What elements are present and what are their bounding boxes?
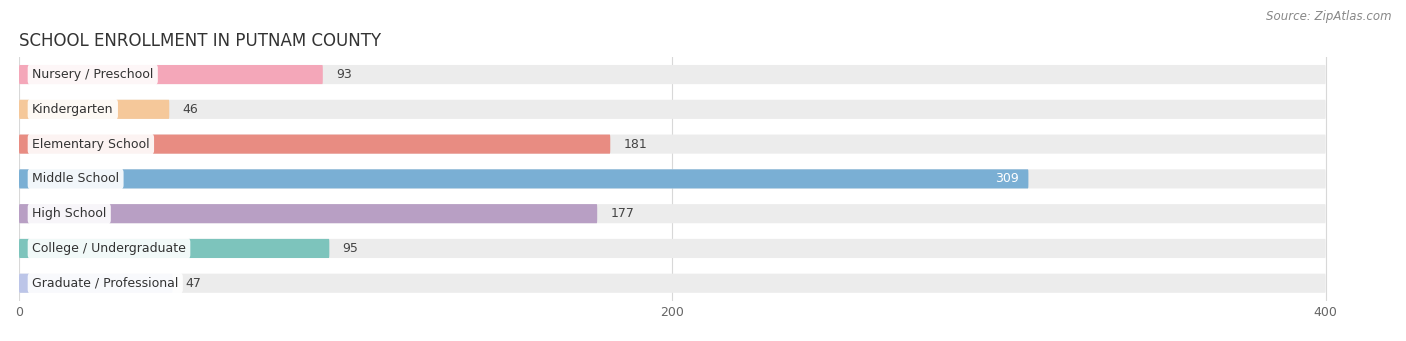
Text: Kindergarten: Kindergarten bbox=[32, 103, 114, 116]
FancyBboxPatch shape bbox=[20, 100, 1326, 119]
FancyBboxPatch shape bbox=[20, 100, 169, 119]
FancyBboxPatch shape bbox=[20, 274, 1326, 293]
FancyBboxPatch shape bbox=[20, 169, 1326, 189]
FancyBboxPatch shape bbox=[20, 65, 323, 84]
Text: College / Undergraduate: College / Undergraduate bbox=[32, 242, 186, 255]
Text: 47: 47 bbox=[186, 277, 201, 290]
Text: 309: 309 bbox=[995, 173, 1018, 186]
FancyBboxPatch shape bbox=[20, 135, 610, 154]
Text: Source: ZipAtlas.com: Source: ZipAtlas.com bbox=[1267, 10, 1392, 23]
FancyBboxPatch shape bbox=[20, 204, 598, 223]
Text: Middle School: Middle School bbox=[32, 173, 120, 186]
FancyBboxPatch shape bbox=[20, 204, 1326, 223]
FancyBboxPatch shape bbox=[20, 65, 1326, 84]
Text: 95: 95 bbox=[343, 242, 359, 255]
FancyBboxPatch shape bbox=[20, 274, 173, 293]
FancyBboxPatch shape bbox=[20, 239, 329, 258]
Text: 46: 46 bbox=[183, 103, 198, 116]
FancyBboxPatch shape bbox=[20, 135, 1326, 154]
Text: 93: 93 bbox=[336, 68, 352, 81]
Text: Graduate / Professional: Graduate / Professional bbox=[32, 277, 179, 290]
FancyBboxPatch shape bbox=[20, 169, 1028, 189]
Text: 177: 177 bbox=[610, 207, 634, 220]
Text: High School: High School bbox=[32, 207, 107, 220]
Text: 181: 181 bbox=[623, 138, 647, 151]
FancyBboxPatch shape bbox=[20, 239, 1326, 258]
Text: SCHOOL ENROLLMENT IN PUTNAM COUNTY: SCHOOL ENROLLMENT IN PUTNAM COUNTY bbox=[20, 32, 381, 50]
Text: Nursery / Preschool: Nursery / Preschool bbox=[32, 68, 153, 81]
Text: Elementary School: Elementary School bbox=[32, 138, 149, 151]
